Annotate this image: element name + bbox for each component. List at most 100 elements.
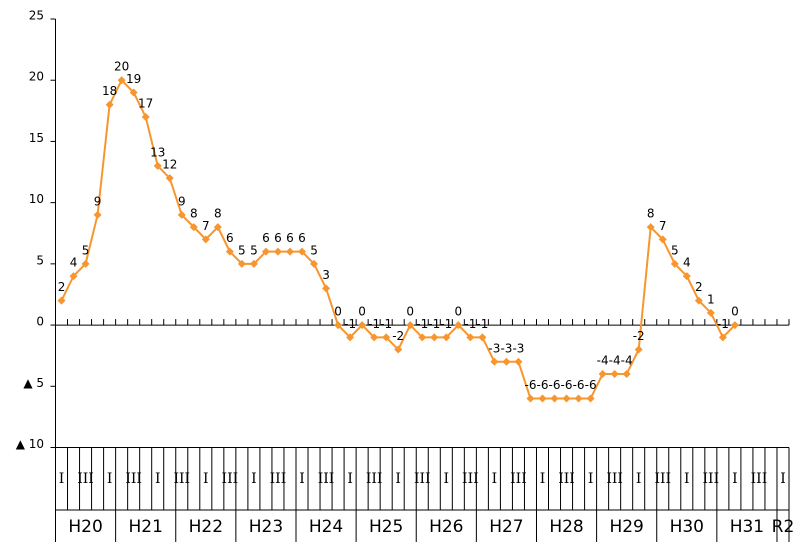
data-label: -1 [440, 317, 452, 331]
group-label: H24 [309, 517, 343, 537]
marker [622, 370, 631, 379]
data-label: 13 [150, 145, 165, 159]
group-label: H21 [128, 517, 162, 537]
data-label: 6 [226, 231, 234, 245]
x-tick-label: I [540, 471, 546, 487]
marker [57, 296, 66, 305]
marker [370, 333, 379, 342]
data-label: 6 [274, 231, 282, 245]
marker [586, 394, 595, 403]
data-label: -6 [537, 378, 549, 392]
data-label: 5 [238, 243, 246, 257]
x-tick-label: I [299, 471, 305, 487]
marker [346, 333, 355, 342]
data-label: 5 [310, 243, 318, 257]
data-label: -6 [524, 378, 536, 392]
marker [273, 247, 282, 256]
data-label: -6 [573, 378, 585, 392]
x-tick-label: III [462, 471, 479, 487]
data-label: -2 [392, 329, 404, 343]
x-tick-label: III [751, 471, 768, 487]
marker [670, 259, 679, 268]
marker [730, 321, 739, 330]
x-tick-label: III [558, 471, 575, 487]
data-label: 9 [178, 194, 186, 208]
x-tick-label: III [77, 471, 94, 487]
x-tick-label: III [606, 471, 623, 487]
x-tick-label: I [251, 471, 257, 487]
data-label: 1 [707, 292, 715, 306]
data-label: 0 [455, 305, 463, 319]
data-label: 2 [695, 280, 703, 294]
marker [478, 333, 487, 342]
marker [298, 247, 307, 256]
x-tick-label: III [125, 471, 142, 487]
marker [225, 247, 234, 256]
group-label: H22 [189, 517, 223, 537]
x-tick-label: I [444, 471, 450, 487]
data-label: 18 [102, 84, 117, 98]
marker [310, 259, 319, 268]
data-label: 8 [647, 207, 655, 221]
y-tick-label: 5 [36, 253, 44, 267]
marker [93, 210, 102, 219]
data-label: -3 [500, 341, 512, 355]
marker [658, 235, 667, 244]
x-tick-label: I [780, 471, 786, 487]
x-tick-label: III [366, 471, 383, 487]
group-label: H20 [68, 517, 102, 537]
x-tick-label: III [510, 471, 527, 487]
marker [598, 370, 607, 379]
marker [406, 321, 415, 330]
data-label: 6 [286, 231, 294, 245]
data-label: 4 [70, 256, 78, 270]
group-label: H28 [549, 517, 583, 537]
marker [189, 223, 198, 232]
marker [334, 321, 343, 330]
x-tick-label: I [155, 471, 161, 487]
marker [634, 345, 643, 354]
marker [382, 333, 391, 342]
data-label: 17 [138, 96, 153, 110]
data-label: -1 [476, 317, 488, 331]
marker [201, 235, 210, 244]
data-label: -2 [633, 329, 645, 343]
data-label: 5 [82, 243, 90, 257]
data-label: 20 [114, 60, 129, 74]
y-tick-label: 10 [29, 192, 44, 206]
marker [550, 394, 559, 403]
data-label: -4 [609, 354, 621, 368]
data-label: -1 [464, 317, 476, 331]
marker [249, 259, 258, 268]
data-label: -6 [561, 378, 573, 392]
marker [177, 210, 186, 219]
x-tick-label: I [59, 471, 65, 487]
data-label: 6 [262, 231, 270, 245]
marker [682, 272, 691, 281]
data-label: 3 [322, 268, 330, 282]
data-label: 7 [659, 219, 667, 233]
marker [490, 357, 499, 366]
x-tick-label: III [222, 471, 239, 487]
data-label: -3 [512, 341, 524, 355]
marker [538, 394, 547, 403]
data-label: -3 [488, 341, 500, 355]
marker [117, 76, 126, 85]
x-tick-label: III [654, 471, 671, 487]
group-label: H30 [670, 517, 704, 537]
data-label: 4 [683, 256, 691, 270]
data-label: 8 [190, 207, 198, 221]
data-label: -6 [549, 378, 561, 392]
y-tick-label: 0 [36, 315, 44, 329]
data-label: 6 [298, 231, 306, 245]
marker [526, 394, 535, 403]
marker [129, 88, 138, 97]
data-label: 2 [58, 280, 66, 294]
x-tick-label: I [684, 471, 690, 487]
x-tick-label: III [703, 471, 720, 487]
marker [237, 259, 246, 268]
marker [105, 100, 114, 109]
y-tick-label: 25 [29, 9, 44, 23]
group-label: R2 [772, 517, 795, 537]
